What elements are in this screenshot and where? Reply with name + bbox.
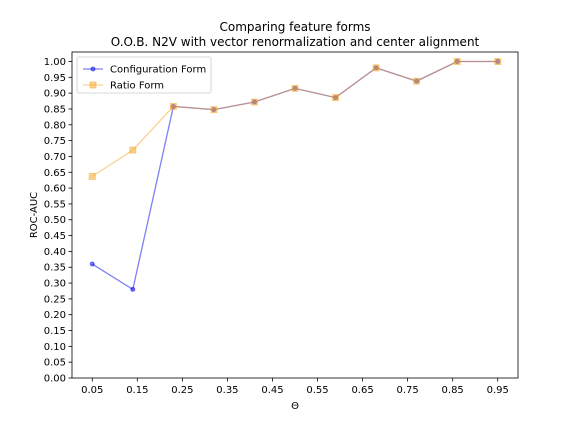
series-1 xyxy=(88,57,502,180)
legend-box xyxy=(76,56,212,94)
y-tick-label: 0.40 xyxy=(44,247,66,258)
y-tick-label: 0.65 xyxy=(44,168,66,179)
x-tick-label: 0.05 xyxy=(81,385,103,396)
x-tick-label: 0.85 xyxy=(442,385,464,396)
chart-subtitle: O.O.B. N2V with vector renormalization a… xyxy=(111,35,480,49)
y-axis: 0.00 0.05 0.10 0.15 0.20 0.25 0.30 0.35 0.40 0.45… xyxy=(44,57,72,385)
data-point xyxy=(291,84,299,92)
y-tick-label: 0.60 xyxy=(44,184,66,195)
y-tick-label: 0.85 xyxy=(44,104,66,115)
y-tick-label: 0.45 xyxy=(44,231,66,242)
data-point xyxy=(332,94,340,102)
y-tick-label: 0.35 xyxy=(44,263,66,274)
data-point xyxy=(250,98,258,106)
y-tick-label: 0.75 xyxy=(44,136,66,147)
legend-entry: Ratio Form xyxy=(83,81,164,92)
x-tick-label: 0.55 xyxy=(306,385,328,396)
legend-label: Configuration Form xyxy=(110,65,206,76)
x-tick-label: 0.45 xyxy=(261,385,283,396)
legend-entry: Configuration Form xyxy=(83,65,206,76)
y-tick-label: 0.90 xyxy=(44,89,66,100)
y-tick-label: 0.80 xyxy=(44,120,66,131)
y-axis-label: ROC-AUC xyxy=(29,192,40,238)
data-point xyxy=(413,77,421,85)
data-point xyxy=(372,64,380,72)
y-tick-label: 1.00 xyxy=(44,57,66,68)
data-point xyxy=(130,286,136,292)
data-point xyxy=(129,146,137,154)
data-point xyxy=(88,172,96,180)
x-tick-label: 0.25 xyxy=(171,385,193,396)
data-point xyxy=(89,261,95,267)
chart-title: Comparing feature forms xyxy=(219,20,370,34)
data-point xyxy=(169,102,177,110)
legend-marker xyxy=(89,81,97,89)
y-tick-label: 0.30 xyxy=(44,279,66,290)
y-tick-label: 0.00 xyxy=(44,374,66,385)
x-axis: 0.05 0.15 0.25 0.35 0.45 0.55 0.65 0.75 0.85 0.95 xyxy=(81,378,509,396)
legend-marker xyxy=(90,66,96,72)
x-tick-label: 0.15 xyxy=(126,385,148,396)
series-layer xyxy=(88,57,502,292)
x-tick-label: 0.65 xyxy=(351,385,373,396)
x-tick-label: 0.75 xyxy=(396,385,418,396)
x-axis-label: Θ xyxy=(291,401,299,412)
y-tick-label: 0.25 xyxy=(44,294,66,305)
plot-frame xyxy=(71,51,519,379)
legend-label: Ratio Form xyxy=(110,81,164,92)
y-tick-label: 0.15 xyxy=(44,326,66,337)
x-tick-label: 0.95 xyxy=(487,385,509,396)
data-point xyxy=(453,57,461,65)
plot-area xyxy=(72,52,518,378)
y-tick-label: 0.10 xyxy=(44,342,66,353)
y-tick-label: 0.05 xyxy=(44,358,66,369)
y-tick-label: 0.70 xyxy=(44,152,66,163)
y-tick-label: 0.50 xyxy=(44,215,66,226)
data-point xyxy=(210,106,218,114)
x-tick-label: 0.35 xyxy=(216,385,238,396)
y-tick-label: 0.95 xyxy=(44,73,66,84)
legend: Configuration Form Ratio Form xyxy=(76,56,212,94)
y-tick-label: 0.20 xyxy=(44,310,66,321)
data-point xyxy=(494,57,502,65)
y-tick-label: 0.55 xyxy=(44,199,66,210)
